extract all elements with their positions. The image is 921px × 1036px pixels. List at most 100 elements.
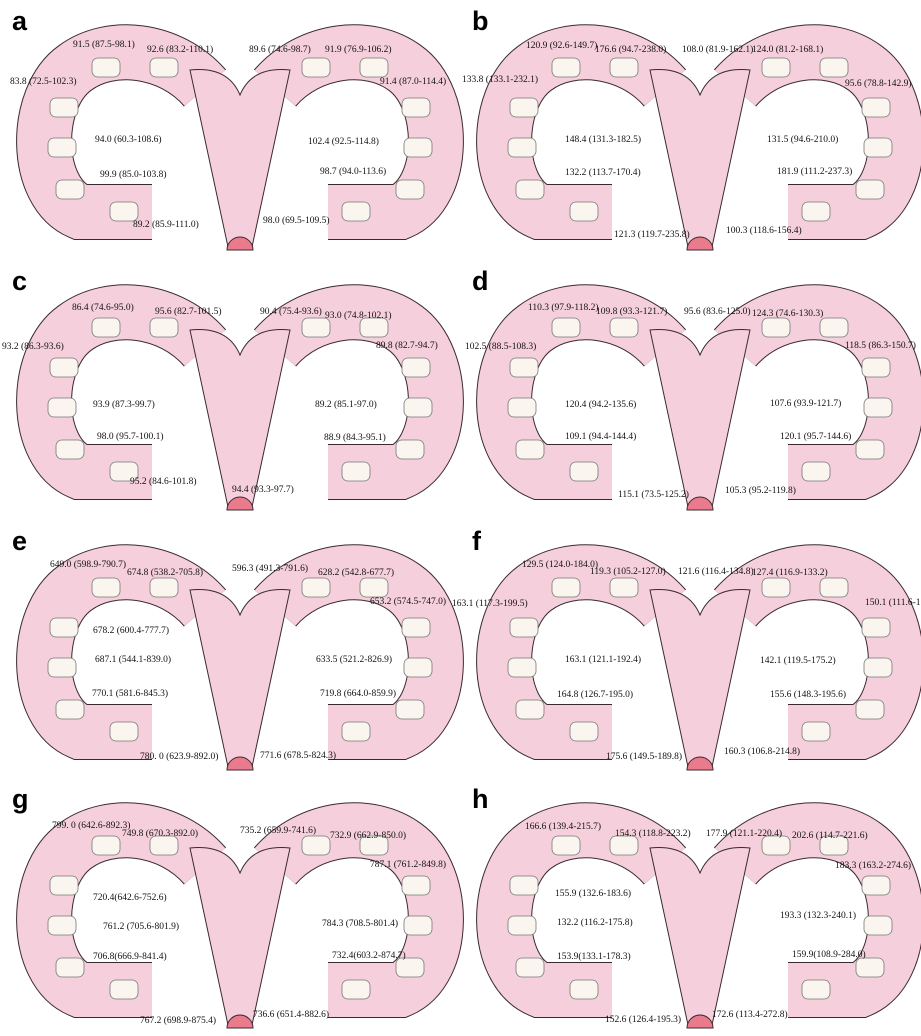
- measurement-label: 706.8(666.9-841.4): [93, 951, 167, 962]
- measurement-label: 100.3 (118.6-156.4): [726, 225, 802, 236]
- panel: d110.3 (97.9-118.2)109.8 (93.3-121.7)95.…: [465, 266, 916, 510]
- embryo: [302, 578, 330, 597]
- panel: g799. 0 (642.6-892.3)749.8 (670.3-892.0)…: [12, 784, 446, 1028]
- measurement-label: 120.4 (94.2-135.6): [565, 399, 636, 410]
- embryo: [516, 700, 544, 719]
- embryo: [552, 58, 580, 77]
- measurement-label: 761.2 (705.6-801.9): [103, 921, 179, 932]
- measurement-label: 181.9 (111.2-237.3): [777, 166, 852, 177]
- panel-letter: b: [472, 6, 489, 36]
- panel-letter: g: [12, 784, 29, 814]
- embryo: [50, 618, 78, 637]
- measurement-label: 176.6 (94.7-238.0): [595, 44, 666, 55]
- uterine-body: [190, 330, 290, 507]
- measurement-label: 124.3 (74.6-130.3): [752, 308, 823, 319]
- measurement-label: 172.6 (113.4-272.8): [712, 1009, 788, 1020]
- measurement-label: 118.5 (86.3-150.7): [845, 340, 916, 351]
- embryo: [552, 318, 580, 337]
- embryo: [342, 722, 370, 741]
- embryo: [864, 658, 892, 677]
- measurement-label: 687.1 (544.1-839.0): [95, 654, 171, 665]
- measurement-label: 633.5 (521.2-826.9): [316, 654, 392, 665]
- embryo: [552, 578, 580, 597]
- embryo: [570, 722, 598, 741]
- embryo: [402, 98, 430, 117]
- embryo: [92, 578, 120, 597]
- measurement-label: 110.3 (97.9-118.2): [528, 302, 599, 313]
- embryo: [762, 318, 790, 337]
- measurement-label: 767.2 (698.9-875.4): [140, 1015, 216, 1026]
- measurement-label: 121.6 (116.4-134.8): [678, 566, 754, 577]
- embryo: [48, 658, 76, 677]
- embryo: [820, 318, 848, 337]
- embryo: [508, 138, 536, 157]
- embryo: [56, 440, 84, 459]
- measurement-label: 94.4 (93.3-97.7): [232, 484, 294, 495]
- embryo: [402, 876, 430, 895]
- panel-letter: h: [472, 784, 489, 814]
- measurement-label: 89.2 (85.1-97.0): [315, 399, 377, 410]
- measurement-label: 108.0 (81.9-162.1): [682, 44, 753, 55]
- embryo: [396, 440, 424, 459]
- measurement-label: 115.1 (73.5-125.2): [618, 489, 689, 500]
- measurement-label: 799. 0 (642.6-892.3): [52, 820, 130, 831]
- measurement-label: 91.9 (76.9-106.2): [325, 44, 392, 55]
- embryo: [56, 958, 84, 977]
- measurement-label: 121.3 (119.7-235.8): [614, 229, 690, 240]
- uterine-body: [190, 590, 290, 767]
- embryo: [862, 618, 890, 637]
- measurement-label: 160.3 (106.8-214.8): [724, 746, 800, 757]
- embryo: [508, 658, 536, 677]
- measurement-label: 89.8 (82.7-94.7): [376, 340, 438, 351]
- embryo: [92, 58, 120, 77]
- measurement-label: 719.8 (664.0-859.9): [320, 688, 396, 699]
- measurement-label: 183.3 (163.2-274.6): [835, 860, 911, 871]
- measurement-label: 120.1 (95.7-144.6): [780, 431, 851, 442]
- measurement-label: 175.6 (149.5-189.8): [606, 751, 682, 762]
- measurement-label: 193.3 (132.3-240.1): [780, 910, 856, 921]
- embryo: [360, 58, 388, 77]
- embryo: [360, 578, 388, 597]
- measurement-label: 163.1 (121.1-192.4): [565, 654, 641, 665]
- measurement-label: 787.1 (761.2-849.8): [370, 859, 446, 870]
- measurement-label: 735.2 (659.9-741.6): [240, 825, 316, 836]
- embryo: [510, 98, 538, 117]
- embryo: [48, 138, 76, 157]
- embryo: [516, 440, 544, 459]
- measurement-label: 93.9 (87.3-99.7): [93, 399, 155, 410]
- embryo: [856, 700, 884, 719]
- embryo: [802, 202, 830, 221]
- measurement-label: 91.5 (87.5-98.1): [73, 39, 135, 50]
- embryo: [396, 180, 424, 199]
- embryo: [50, 358, 78, 377]
- embryo: [110, 202, 138, 221]
- measurement-label: 105.3 (95.2-119.8): [725, 485, 796, 496]
- panel-letter: f: [472, 526, 482, 556]
- embryo: [864, 916, 892, 935]
- measurement-label: 155.6 (148.3-195.6): [770, 689, 846, 700]
- embryo: [516, 958, 544, 977]
- measurement-label: 780. 0 (623.9-892.0): [140, 751, 218, 762]
- measurement-label: 163.1 (117.3-199.5): [452, 598, 528, 609]
- embryo: [92, 836, 120, 855]
- measurement-label: 102.4 (92.5-114.8): [308, 136, 379, 147]
- panel-letter: a: [12, 6, 28, 36]
- embryo: [302, 58, 330, 77]
- uterine-body: [650, 590, 750, 767]
- measurement-label: 649.0 (598.9-790.7): [50, 559, 126, 570]
- measurement-label: 784.3 (708.5-801.4): [322, 918, 398, 929]
- embryo: [56, 700, 84, 719]
- measurement-label: 155.9 (132.6-183.6): [555, 888, 631, 899]
- measurement-label: 678.2 (600.4-777.7): [93, 625, 169, 636]
- measurement-label: 720.4(642.6-752.6): [93, 892, 167, 903]
- measurement-label: 119.3 (105.2-127.0): [590, 566, 666, 577]
- measurement-label: 129.5 (124.0-184.0): [522, 559, 598, 570]
- measurement-label: 98.0 (69.5-109.5): [263, 215, 330, 226]
- embryo: [302, 836, 330, 855]
- embryo: [396, 700, 424, 719]
- measurement-label: 95.6 (78.8-142.9): [845, 78, 912, 89]
- embryo: [862, 358, 890, 377]
- embryo: [342, 462, 370, 481]
- measurement-label: 166.6 (139.4-215.7): [525, 821, 601, 832]
- measurement-label: 153.9(133.1-178.3): [557, 951, 631, 962]
